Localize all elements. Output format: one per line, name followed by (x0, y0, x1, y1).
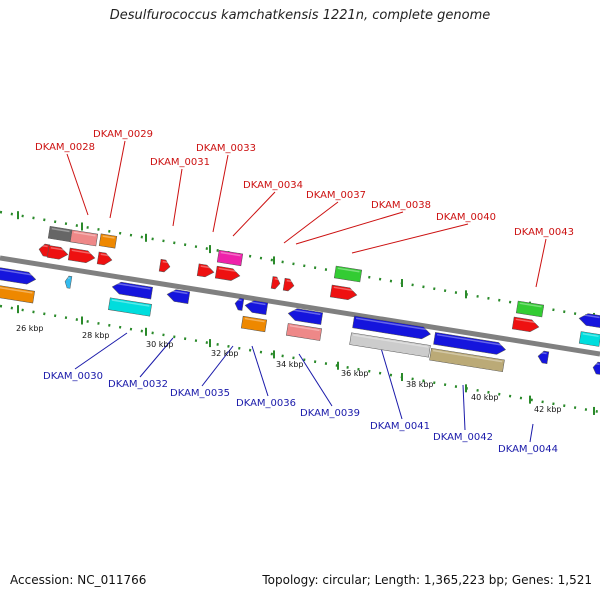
lower-gene-label: DKAM_0039 (300, 408, 360, 419)
lower-gene-label: DKAM_0041 (370, 421, 430, 432)
gene-feature (240, 315, 268, 333)
gene-feature (282, 277, 295, 292)
gene-feature (349, 332, 431, 358)
gene-feature (287, 308, 324, 325)
gene-feature (592, 361, 600, 375)
gene-feature (244, 300, 269, 315)
scale-label: 42 kbp (534, 405, 562, 414)
accession-text: Accession: NC_011766 (10, 573, 147, 587)
gene-feature (214, 265, 241, 281)
upper-gene-label: DKAM_0031 (150, 157, 210, 168)
scale-label: 36 kbp (341, 369, 369, 378)
scale-label: 26 kbp (16, 324, 44, 333)
gene-feature (429, 347, 505, 373)
lower-leader-line (139, 337, 174, 378)
scale-label: 38 kbp (406, 380, 434, 389)
upper-leader-line (351, 223, 469, 254)
upper-gene-label: DKAM_0040 (436, 212, 496, 223)
lower-gene-label: DKAM_0036 (236, 398, 296, 409)
upper-gene-label: DKAM_0037 (306, 190, 366, 201)
upper-leader-line (232, 191, 276, 237)
gene-feature (285, 323, 323, 341)
lower-leader-line (74, 332, 128, 370)
upper-gene-label: DKAM_0029 (93, 129, 153, 140)
upper-gene-label: DKAM_0038 (371, 200, 431, 211)
upper-leader-line (109, 140, 126, 219)
gene-feature (578, 313, 600, 328)
lower-leader-line (251, 345, 269, 397)
lower-gene-label: DKAM_0044 (498, 444, 558, 455)
lower-leader-line (201, 345, 234, 387)
scale-label: 40 kbp (471, 393, 499, 402)
gene-feature (515, 300, 545, 318)
gene-feature (96, 251, 113, 266)
scale-label: 28 kbp (82, 331, 110, 340)
upper-leader-line (295, 211, 404, 245)
lower-leader-line (529, 423, 534, 443)
gene-feature (111, 281, 153, 300)
gene-feature (578, 331, 600, 347)
gene-feature (46, 245, 69, 260)
gene-feature (537, 350, 550, 365)
gene-feature (47, 226, 73, 242)
scale-label: 34 kbp (276, 360, 304, 369)
gene-feature (0, 284, 35, 304)
scale-label: 32 kbp (211, 349, 239, 358)
genome-backbone (0, 255, 600, 357)
gene-feature (196, 263, 215, 278)
upper-gene-label: DKAM_0034 (243, 180, 303, 191)
gene-feature (67, 247, 96, 263)
scale-label: 30 kbp (146, 340, 174, 349)
gene-feature (158, 258, 171, 273)
lower-gene-label: DKAM_0042 (433, 432, 493, 443)
gene-feature (433, 332, 506, 355)
upper-leader-line (212, 154, 229, 233)
upper-dotted-guide (0, 210, 600, 320)
gene-feature (98, 233, 118, 249)
gene-feature (352, 315, 431, 340)
lower-leader-line (380, 347, 403, 420)
upper-leader-line (66, 153, 89, 216)
gene-feature (329, 284, 358, 300)
upper-leader-line (172, 168, 183, 227)
gene-feature (234, 297, 245, 311)
upper-gene-label: DKAM_0033 (196, 143, 256, 154)
gene-feature (216, 249, 244, 267)
lower-dotted-guide (0, 304, 600, 414)
gene-feature (69, 229, 99, 247)
lower-gene-label: DKAM_0035 (170, 388, 230, 399)
upper-leader-line (535, 238, 547, 288)
gene-feature (64, 275, 73, 289)
gene-feature (166, 289, 191, 304)
lower-gene-label: DKAM_0030 (43, 371, 103, 382)
lower-gene-label: DKAM_0032 (108, 379, 168, 390)
lower-leader-line (298, 353, 333, 407)
lower-leader-line (462, 384, 466, 431)
topology-text: Topology: circular; Length: 1,365,223 bp… (262, 573, 592, 587)
upper-gene-label: DKAM_0043 (514, 227, 574, 238)
gene-feature (270, 276, 281, 290)
upper-gene-label: DKAM_0028 (35, 142, 95, 153)
genome-title: Desulfurococcus kamchatkensis 1221n, com… (109, 8, 491, 23)
gene-feature (108, 297, 152, 317)
gene-feature (0, 266, 37, 285)
gene-feature (511, 316, 540, 332)
gene-feature (333, 265, 363, 283)
upper-leader-line (283, 201, 339, 244)
